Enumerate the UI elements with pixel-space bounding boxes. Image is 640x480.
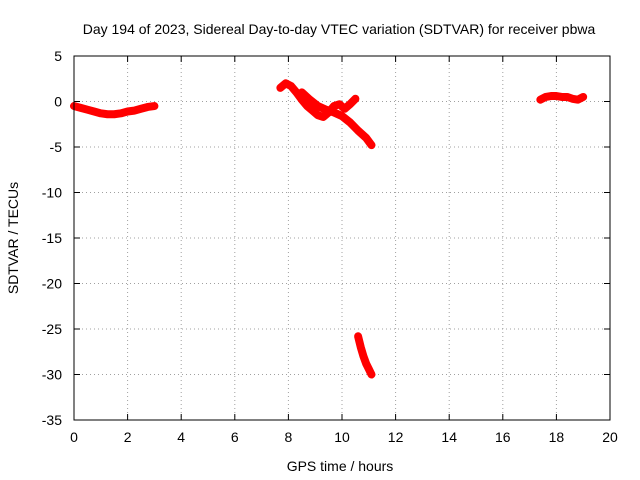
x-tick-label: 10 [334, 429, 350, 445]
data-point [579, 93, 587, 101]
x-axis-label: GPS time / hours [287, 458, 394, 474]
data-point [552, 92, 560, 100]
data-point [83, 106, 91, 114]
data-point [282, 79, 290, 87]
data-point [558, 93, 566, 101]
y-tick-label: -20 [42, 276, 62, 292]
data-point [542, 93, 550, 101]
data-point [292, 88, 300, 96]
data-point [346, 100, 354, 108]
data-point [536, 96, 544, 104]
series-arc-morning [276, 79, 360, 121]
data-point [354, 127, 362, 135]
y-tick-label: -35 [42, 412, 62, 428]
data-point [322, 106, 330, 114]
x-tick-label: 8 [285, 429, 293, 445]
data-point [137, 105, 145, 113]
y-tick-label: -5 [50, 139, 63, 155]
data-point [150, 102, 158, 110]
x-tick-label: 20 [602, 429, 618, 445]
data-point [306, 96, 314, 104]
data-point [362, 134, 370, 142]
data-point [90, 108, 98, 116]
data-point [367, 141, 375, 149]
data-point [359, 352, 367, 360]
data-point [110, 110, 118, 118]
x-tick-label: 14 [441, 429, 457, 445]
chart-title: Day 194 of 2023, Sidereal Day-to-day VTE… [83, 21, 596, 37]
data-point [314, 102, 322, 110]
x-tick-label: 16 [495, 429, 511, 445]
data-point [117, 109, 125, 117]
x-tick-label: 6 [231, 429, 239, 445]
y-tick-label: 0 [54, 94, 62, 110]
series-arc-outlier [354, 332, 376, 379]
x-tick-label: 4 [177, 429, 185, 445]
axis-ticks: 0 2 4 6 8 10 12 14 16 18 20 5 0 -5 -10 -15 -20 -25 -30 -35 [42, 48, 618, 445]
data-series [70, 79, 588, 379]
data-point [97, 109, 105, 117]
data-point [346, 118, 354, 126]
data-point [319, 113, 327, 121]
data-point [298, 88, 306, 96]
data-point [330, 108, 338, 116]
y-tick-label: -30 [42, 367, 62, 383]
data-point [568, 95, 576, 103]
x-tick-label: 2 [124, 429, 132, 445]
data-point [574, 96, 582, 104]
data-point [563, 93, 571, 101]
data-point [357, 343, 365, 351]
x-tick-label: 18 [549, 429, 565, 445]
series-arc-late-morning [297, 88, 376, 150]
data-point [335, 100, 343, 108]
data-point [124, 108, 132, 116]
x-tick-label: 0 [70, 429, 78, 445]
data-point [144, 103, 152, 111]
data-point [341, 105, 349, 113]
series-arc-evening [536, 92, 588, 104]
y-tick-label: -25 [42, 321, 62, 337]
data-point [547, 92, 555, 100]
data-point [287, 82, 295, 90]
data-point [314, 111, 322, 119]
y-tick-label: -15 [42, 230, 62, 246]
x-tick-label: 12 [388, 429, 404, 445]
data-point [309, 107, 317, 115]
y-tick-label: -10 [42, 185, 62, 201]
series-arc-early-morning [70, 102, 159, 119]
data-point [338, 112, 346, 120]
data-point [104, 110, 111, 118]
y-tick-label: 5 [54, 48, 62, 64]
data-point [303, 102, 311, 110]
data-point [362, 360, 370, 368]
data-point [365, 365, 373, 373]
data-point [354, 332, 362, 340]
series-trace [297, 88, 376, 150]
data-point [351, 95, 359, 103]
y-axis-label: SDTVAR / TECUs [5, 182, 21, 294]
data-point [367, 371, 375, 378]
data-point [77, 104, 85, 112]
data-point [130, 107, 138, 115]
data-point [276, 84, 284, 92]
